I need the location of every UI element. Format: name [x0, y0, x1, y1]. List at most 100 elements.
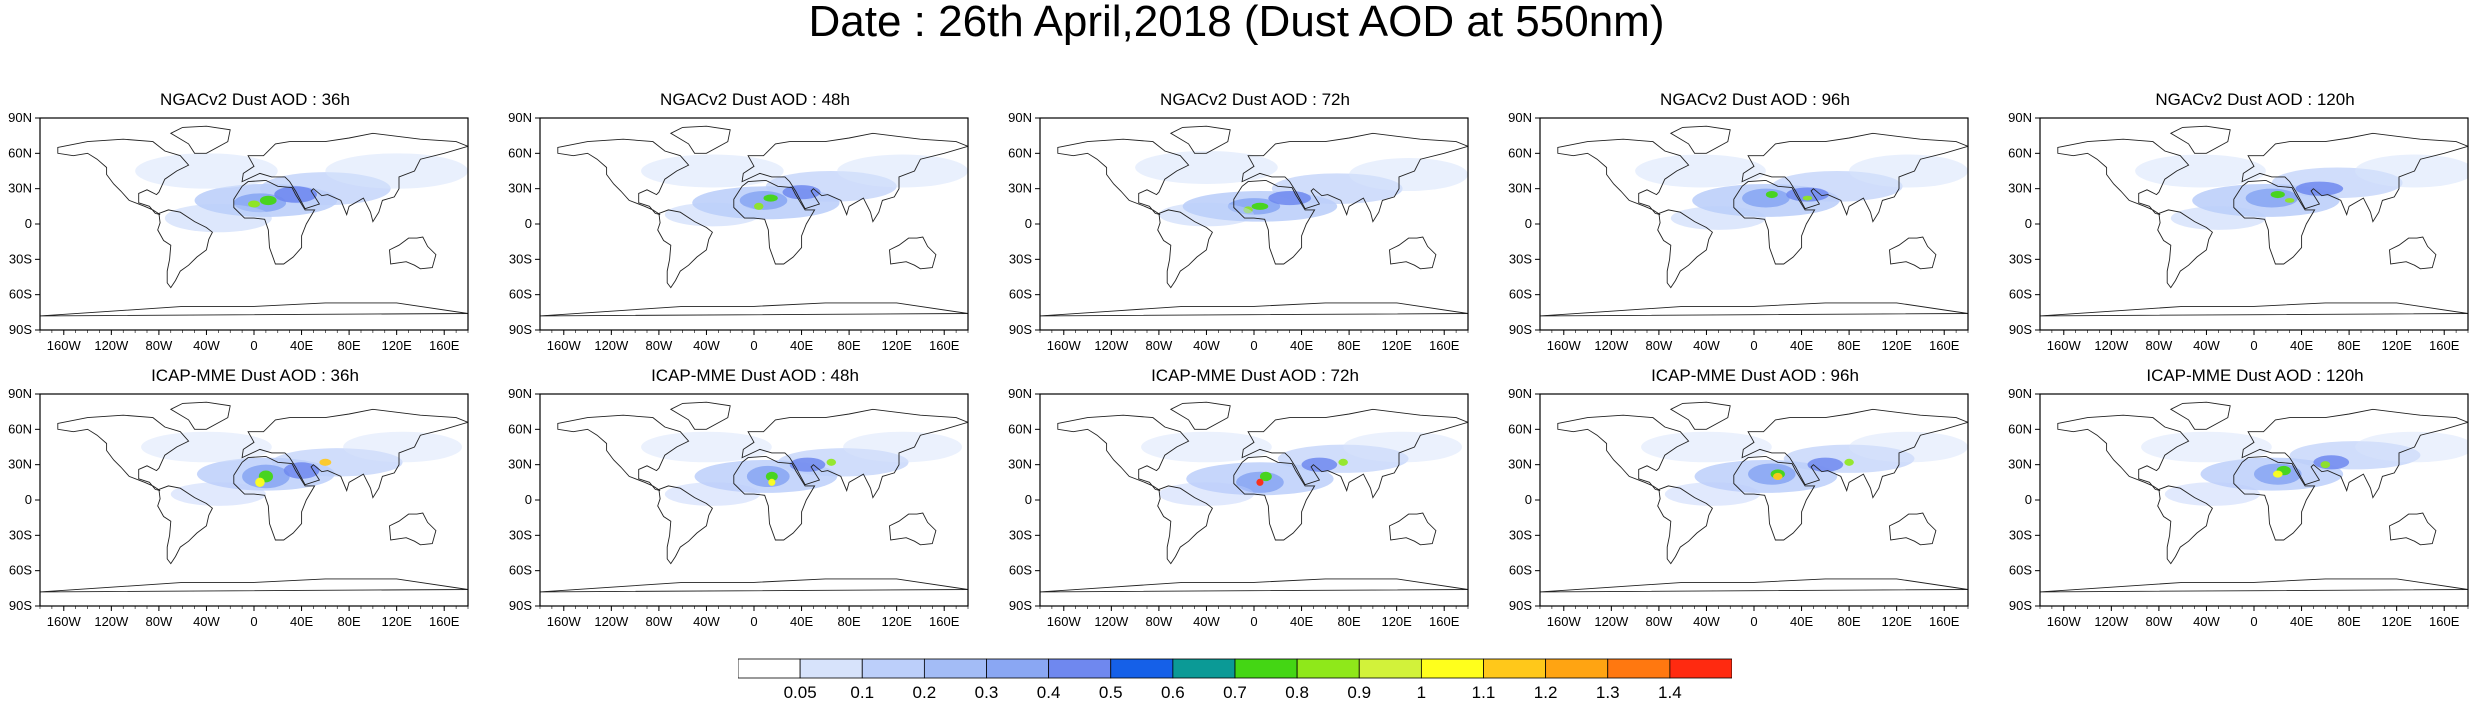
panel-title: NGACv2 Dust AOD : 96h — [1660, 90, 1850, 109]
dust-aod-shading — [1259, 471, 1272, 482]
lat-tick-label: 30N — [1008, 181, 1032, 196]
dust-aod-shading — [2141, 431, 2272, 463]
lon-tick-label: 120E — [1881, 338, 1912, 353]
dust-aod-shading — [641, 154, 784, 188]
coastline — [2040, 302, 2468, 317]
panel-title: NGACv2 Dust AOD : 48h — [660, 90, 850, 109]
coastline — [1169, 401, 1231, 430]
lon-tick-label: 40E — [1790, 614, 1813, 629]
lon-tick-label: 0 — [250, 614, 257, 629]
lon-tick-label: 160W — [2047, 338, 2082, 353]
lat-tick-label: 60N — [2008, 421, 2032, 436]
panel-title: ICAP-MME Dust AOD : 48h — [651, 366, 859, 385]
lon-tick-label: 40W — [193, 338, 220, 353]
coastline — [2169, 401, 2231, 430]
lat-tick-label: 30N — [8, 457, 32, 472]
lat-tick-label: 30S — [1009, 527, 1032, 542]
lon-tick-label: 0 — [250, 338, 257, 353]
lon-tick-label: 0 — [1250, 614, 1257, 629]
coastline — [540, 578, 968, 593]
lon-tick-label: 80E — [2338, 614, 2361, 629]
lon-tick-label: 120W — [2094, 338, 2129, 353]
lat-tick-label: 30S — [1009, 251, 1032, 266]
lon-tick-label: 80W — [146, 338, 173, 353]
lat-tick-label: 60N — [1508, 145, 1532, 160]
lat-tick-label: 60S — [1009, 563, 1032, 578]
dust-aod-shading — [765, 471, 778, 482]
dust-aod-shading — [1349, 158, 1468, 192]
coastline — [1557, 414, 1690, 492]
colorbar-label: 1 — [1417, 683, 1426, 700]
colorbar-swatch — [861, 658, 925, 679]
coastline — [40, 578, 468, 593]
coastline — [233, 179, 316, 265]
coastline — [57, 414, 190, 492]
dust-aod-shading — [1802, 195, 1813, 201]
lat-tick-label: 90S — [2009, 322, 2032, 337]
panel-title: NGACv2 Dust AOD : 72h — [1160, 90, 1350, 109]
lat-tick-label: 60S — [509, 563, 532, 578]
map-panel: ICAP-MME Dust AOD : 96h 90N 60N 30N 0 30S 60S 9… — [1500, 366, 1970, 629]
dust-aod-shading — [2270, 191, 2285, 199]
coastline — [557, 414, 690, 492]
lat-tick-label: 30S — [1509, 527, 1532, 542]
lon-tick-label: 80E — [838, 338, 861, 353]
map-layer — [1540, 118, 1968, 330]
lat-tick-label: 90N — [508, 386, 532, 401]
coastline — [2057, 138, 2190, 216]
lat-tick-label: 0 — [25, 492, 32, 507]
map-background — [1540, 394, 1968, 606]
coastline — [741, 408, 968, 499]
dust-aod-shading — [664, 482, 760, 506]
lat-tick-label: 0 — [2025, 492, 2032, 507]
lat-tick-label: 0 — [1025, 216, 1032, 231]
dust-aod-shading — [1301, 457, 1338, 472]
dust-aod-shading — [1773, 472, 1783, 480]
lon-tick-label: 40E — [1790, 338, 1813, 353]
lon-tick-label: 40W — [2193, 614, 2220, 629]
lat-tick-label: 90S — [1509, 322, 1532, 337]
lon-tick-label: 120W — [94, 338, 129, 353]
lat-tick-label: 90N — [2008, 386, 2032, 401]
dust-aod-shading — [664, 202, 760, 227]
coastline — [233, 455, 316, 541]
dust-aod-shading — [763, 194, 778, 202]
lat-tick-label: 90N — [8, 110, 32, 125]
colorbar-label: 0.5 — [1099, 683, 1123, 700]
lon-tick-label: 80E — [1838, 338, 1861, 353]
map-layer — [40, 118, 468, 330]
coastline — [40, 302, 468, 317]
map-layer — [1040, 118, 1468, 330]
coastline — [1157, 209, 1213, 289]
panel-title: ICAP-MME Dust AOD : 36h — [151, 366, 359, 385]
panel-title: ICAP-MME Dust AOD : 96h — [1651, 366, 1859, 385]
lon-tick-label: 120W — [594, 614, 629, 629]
lon-tick-label: 120E — [881, 614, 912, 629]
lat-tick-label: 30N — [508, 457, 532, 472]
dust-aod-shading — [1268, 191, 1312, 206]
lon-tick-label: 80E — [838, 614, 861, 629]
map-layer — [540, 394, 968, 606]
lon-tick-label: 160E — [1929, 614, 1960, 629]
coastline — [2233, 179, 2316, 265]
lat-tick-label: 0 — [1525, 492, 1532, 507]
map-plot: 90N 60N 30N 0 30S 60S 90S 160W 120W 80W 40W 0 40E 80E… — [1008, 110, 1469, 353]
dust-aod-shading — [1670, 206, 1766, 230]
map-panel: ICAP-MME Dust AOD : 48h 90N 60N 30N 0 30S 60S 9… — [500, 366, 970, 629]
dust-aod-shading — [1158, 202, 1254, 227]
lat-tick-label: 60N — [8, 421, 32, 436]
lon-tick-label: 40W — [1693, 338, 1720, 353]
dust-aod-shading — [2245, 188, 2298, 208]
lon-tick-label: 120W — [94, 614, 129, 629]
dust-aod-shading — [1786, 187, 1829, 202]
map-background — [540, 118, 968, 330]
aod-colorbar: 0.05 0.1 0.2 0.3 0.4 0.5 0.6 0.7 0.8 0.9 1 1.1 1.2 1.… — [738, 658, 1732, 700]
lon-tick-label: 40W — [2193, 338, 2220, 353]
lon-tick-label: 80W — [146, 614, 173, 629]
lat-tick-label: 0 — [525, 492, 532, 507]
lat-tick-label: 60N — [508, 145, 532, 160]
coastline — [2389, 512, 2437, 546]
lon-tick-label: 160E — [2429, 614, 2460, 629]
lon-tick-label: 0 — [2250, 338, 2257, 353]
lon-tick-label: 0 — [1250, 338, 1257, 353]
